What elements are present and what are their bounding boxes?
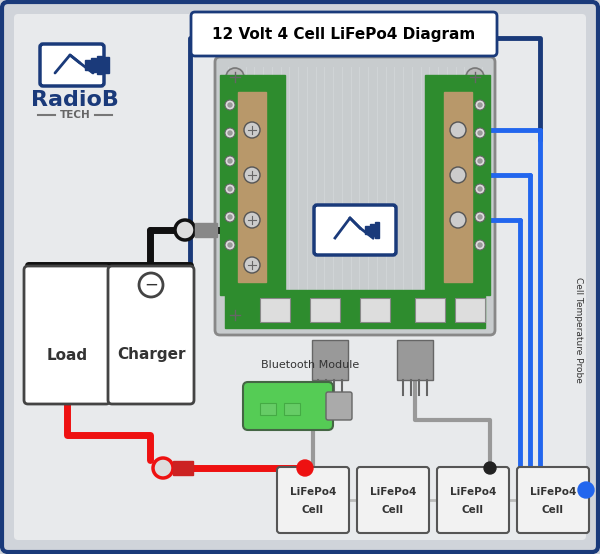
Circle shape xyxy=(228,103,232,107)
Circle shape xyxy=(475,100,485,110)
Circle shape xyxy=(475,128,485,138)
Text: Load: Load xyxy=(46,347,88,362)
Circle shape xyxy=(478,243,482,247)
Bar xyxy=(195,223,217,237)
Circle shape xyxy=(478,131,482,135)
Circle shape xyxy=(450,212,466,228)
Bar xyxy=(85,60,90,70)
Text: −: − xyxy=(144,276,158,294)
Circle shape xyxy=(475,240,485,250)
Bar xyxy=(365,226,369,234)
Circle shape xyxy=(478,103,482,107)
FancyBboxPatch shape xyxy=(243,382,333,430)
Bar xyxy=(260,298,290,322)
Circle shape xyxy=(478,159,482,163)
Text: LiFePo4: LiFePo4 xyxy=(290,487,336,497)
Text: Cell: Cell xyxy=(382,505,404,515)
Circle shape xyxy=(225,128,235,138)
Circle shape xyxy=(225,100,235,110)
Bar xyxy=(312,340,348,380)
Circle shape xyxy=(466,68,484,86)
FancyBboxPatch shape xyxy=(40,44,104,86)
Bar xyxy=(310,298,340,322)
Bar xyxy=(91,58,96,72)
FancyBboxPatch shape xyxy=(24,266,110,404)
Text: 12 Volt 4 Cell LiFePo4 Diagram: 12 Volt 4 Cell LiFePo4 Diagram xyxy=(212,27,476,42)
FancyBboxPatch shape xyxy=(517,467,589,533)
Circle shape xyxy=(484,462,496,474)
Circle shape xyxy=(478,215,482,219)
Text: RadioB: RadioB xyxy=(31,90,119,110)
FancyBboxPatch shape xyxy=(108,266,194,404)
Circle shape xyxy=(297,460,313,476)
FancyBboxPatch shape xyxy=(215,57,495,335)
Bar xyxy=(220,75,285,295)
Circle shape xyxy=(225,212,235,222)
FancyBboxPatch shape xyxy=(437,467,509,533)
Circle shape xyxy=(139,273,163,297)
Bar xyxy=(397,340,433,380)
Bar xyxy=(97,56,102,74)
Circle shape xyxy=(228,159,232,163)
Circle shape xyxy=(228,131,232,135)
Circle shape xyxy=(466,306,484,324)
Bar xyxy=(284,403,300,415)
Text: Cell Temperature Probe: Cell Temperature Probe xyxy=(574,277,583,383)
Circle shape xyxy=(244,122,260,138)
Bar xyxy=(238,92,266,282)
Text: Cell: Cell xyxy=(542,505,564,515)
Text: TECH: TECH xyxy=(59,110,91,120)
FancyBboxPatch shape xyxy=(277,467,349,533)
Text: Cell: Cell xyxy=(462,505,484,515)
Text: Charger: Charger xyxy=(117,347,185,362)
Bar xyxy=(415,298,445,322)
Circle shape xyxy=(475,184,485,194)
Circle shape xyxy=(244,167,260,183)
Bar xyxy=(173,461,193,475)
Circle shape xyxy=(225,240,235,250)
Circle shape xyxy=(228,243,232,247)
Bar xyxy=(101,57,109,73)
Circle shape xyxy=(226,306,244,324)
Bar xyxy=(260,403,276,415)
Circle shape xyxy=(475,156,485,166)
FancyBboxPatch shape xyxy=(191,12,497,56)
Text: Bluetooth Module: Bluetooth Module xyxy=(261,360,359,370)
Circle shape xyxy=(226,68,244,86)
Circle shape xyxy=(578,482,594,498)
Bar xyxy=(455,298,485,322)
Circle shape xyxy=(175,220,195,240)
Circle shape xyxy=(228,187,232,191)
Bar xyxy=(444,92,472,282)
Circle shape xyxy=(225,156,235,166)
Text: Cell: Cell xyxy=(302,505,324,515)
Text: LiFePo4: LiFePo4 xyxy=(530,487,576,497)
Circle shape xyxy=(450,167,466,183)
Circle shape xyxy=(450,122,466,138)
Bar xyxy=(370,224,374,236)
Bar xyxy=(360,298,390,322)
Circle shape xyxy=(228,215,232,219)
FancyBboxPatch shape xyxy=(314,205,396,255)
Circle shape xyxy=(478,187,482,191)
Bar xyxy=(375,222,379,238)
FancyBboxPatch shape xyxy=(326,392,352,420)
Circle shape xyxy=(475,212,485,222)
Circle shape xyxy=(244,212,260,228)
Text: LiFePo4: LiFePo4 xyxy=(370,487,416,497)
FancyBboxPatch shape xyxy=(357,467,429,533)
Circle shape xyxy=(244,257,260,273)
Text: LiFePo4: LiFePo4 xyxy=(450,487,496,497)
Bar xyxy=(425,75,490,295)
FancyBboxPatch shape xyxy=(14,14,586,540)
Circle shape xyxy=(153,458,173,478)
Circle shape xyxy=(225,184,235,194)
Bar xyxy=(225,290,485,328)
